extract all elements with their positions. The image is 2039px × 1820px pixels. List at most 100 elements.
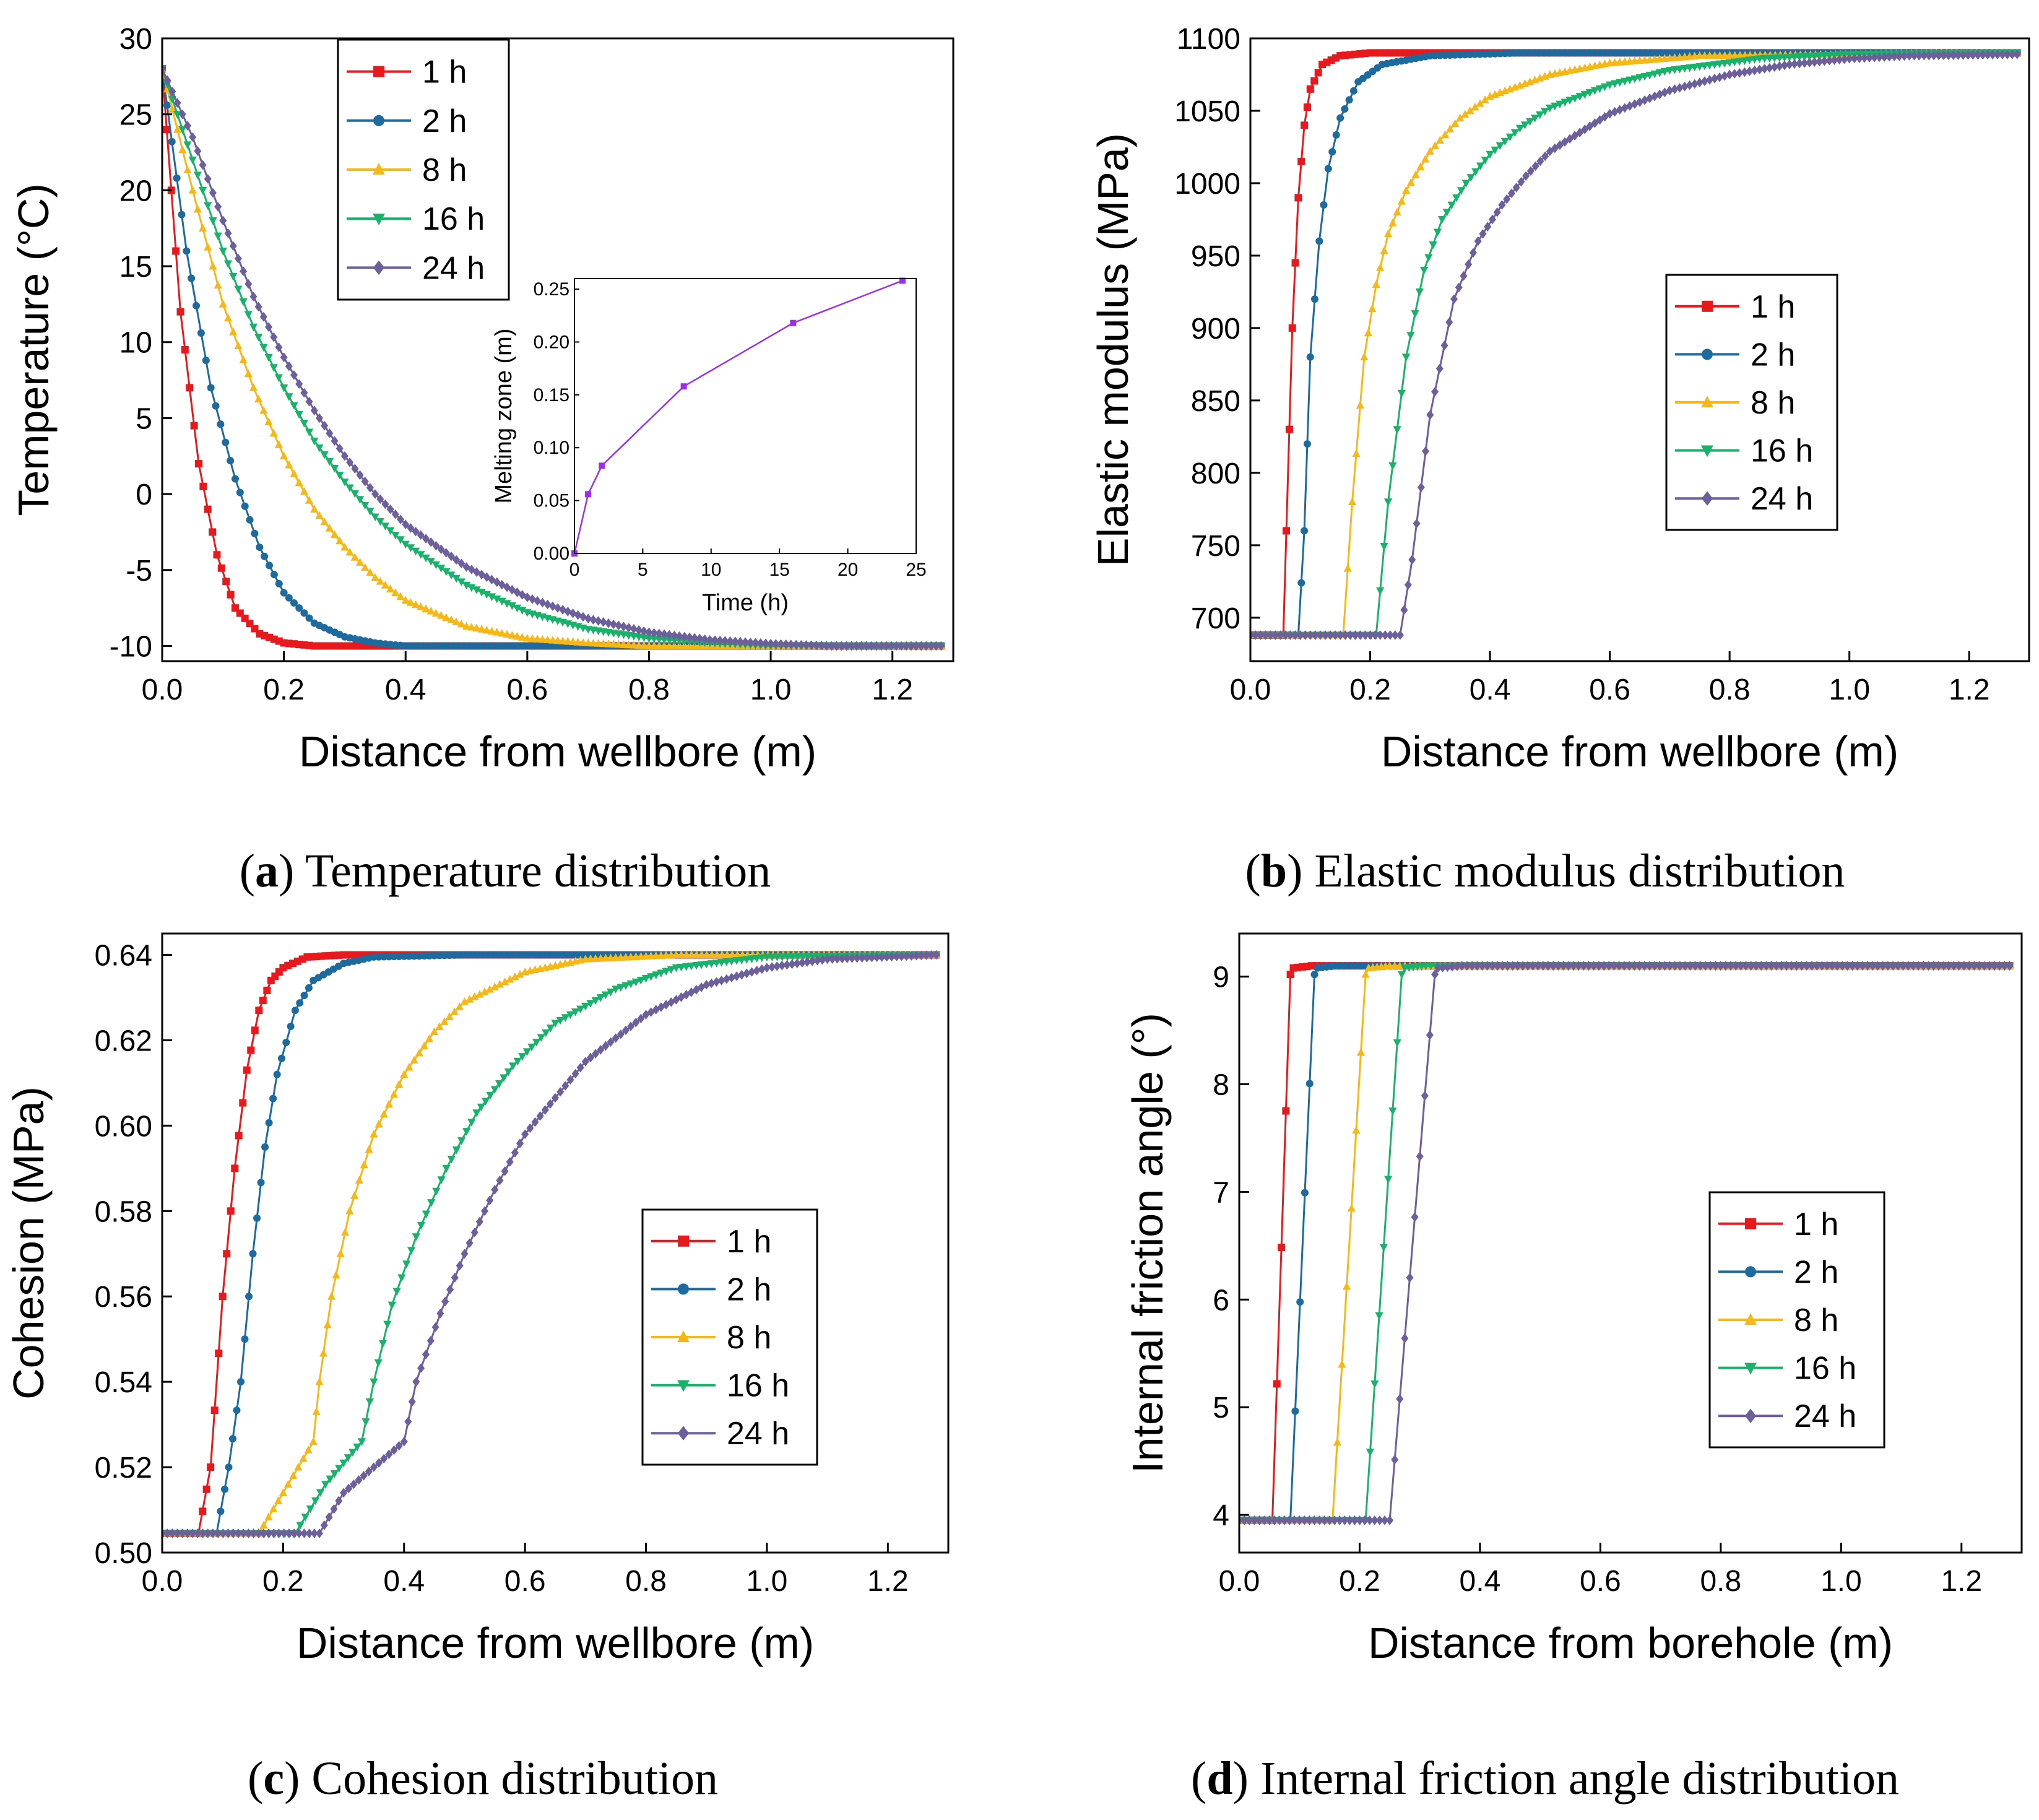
data-point-c-24-h-77 [541,1105,549,1115]
data-point-b-8-h-36 [1411,170,1420,178]
data-point-a-24-h-63 [478,570,486,579]
data-point-c-2-h-79 [537,951,545,959]
data-point-b-24-h-58 [1526,166,1535,176]
data-point-c-24-h-124 [778,960,786,971]
data-point-a-24-h-121 [772,639,780,649]
data-point-a-24-h-68 [503,582,511,592]
y-tick-label-b-5: 950 [1191,240,1240,273]
legend-label-a-8-h: 8 h [422,152,467,188]
data-point-b-24-h-35 [1417,482,1425,493]
data-point-c-8-h-65 [475,990,484,998]
data-point-c-16-h-38 [348,1449,357,1457]
data-point-a-8-h-35 [336,536,344,545]
data-point-a-8-h-36 [340,542,349,551]
data-point-b-16-h-59 [1531,115,1539,123]
data-point-b-8-h-30 [1383,229,1393,238]
data-point-a-16-h-24 [280,384,288,392]
legend-label-c-2-h: 2 h [727,1272,771,1307]
data-point-a-24-h-8 [199,160,207,170]
data-point-d-2-h-23 [1347,962,1355,970]
data-point-c-16-h-99 [641,975,651,983]
data-point-a-8-h-55 [436,610,446,619]
data-point-c-16-h-122 [758,954,766,963]
data-point-a-8-h-78 [553,636,562,644]
data-point-b-24-h-40 [1440,340,1448,350]
data-point-a-8-h-38 [350,553,359,561]
legend-entry-c-1-h: 1 h [651,1224,771,1260]
data-point-b-16-h-28 [1383,498,1393,506]
data-point-c-16-h-100 [647,973,656,981]
data-point-a-8-h-86 [594,639,603,647]
data-point-b-16-h-71 [1590,87,1600,95]
data-point-c-2-h-28 [282,1038,290,1046]
data-point-c-8-h-72 [511,972,519,981]
data-point-a-24-h-124 [787,639,795,649]
data-point-b-24-h-131 [1890,51,1898,62]
data-point-d-24-h-41 [1439,963,1447,973]
data-point-c-16-h-97 [631,978,640,987]
x-tick-label-c-1: 0.2 [262,1565,304,1598]
legend-entry-b-24-h: 24 h [1675,481,1813,517]
data-point-a-8-h-92 [625,640,633,649]
data-point-c-2-h-64 [461,951,469,959]
data-point-c-16-h-85 [571,1008,580,1016]
data-point-b-8-h-27 [1372,280,1380,288]
data-point-a-16-h-3 [173,111,182,119]
data-point-a-8-h-16 [239,355,248,363]
data-point-a-16-h-51 [417,551,425,559]
data-point-d-24-h-29 [1380,1515,1388,1525]
data-point-c-8-h-46 [379,1109,388,1118]
data-point-a-16-h-31 [315,444,324,453]
data-point-a-16-h-36 [340,479,349,487]
data-point-d-24-h-62 [1544,961,1552,971]
data-point-c-24-h-121 [763,963,771,973]
data-point-c-16-h-69 [495,1080,504,1088]
data-point-c-24-h-133 [823,954,831,964]
y-tick-label-b-8: 1100 [1177,23,1240,56]
data-point-a-24-h-120 [767,638,775,649]
data-point-d-24-h-81 [1640,961,1648,971]
data-point-a-24-h-150 [917,641,925,651]
inset-x-tick-label-1: 5 [638,560,648,580]
data-point-a-24-h-28 [300,388,308,398]
data-point-c-24-h-59 [451,1273,459,1283]
data-point-a-8-h-32 [320,517,329,526]
legend-entry-d-1-h: 1 h [1718,1207,1838,1242]
data-point-c-24-h-128 [798,958,806,968]
data-point-b-24-h-154 [2003,50,2011,59]
data-point-a-24-h-54 [432,540,440,551]
data-point-b-24-h-93 [1700,76,1708,87]
data-point-a-2-h-30 [305,614,313,622]
data-point-a-24-h-95 [640,626,648,636]
data-point-a-16-h-30 [310,437,319,446]
data-point-b-16-h-76 [1616,79,1624,87]
data-point-c-24-h-132 [818,955,826,965]
data-point-a-2-h-11 [212,402,220,410]
data-point-c-16-h-88 [586,1000,595,1008]
data-point-c-24-h-72 [516,1138,524,1148]
data-point-a-1-h-1 [163,126,171,134]
data-point-c-24-h-18 [249,1528,258,1538]
data-point-d-24-h-69 [1580,961,1588,971]
x-axis-label-c: Distance from wellbore (m) [297,1619,814,1667]
plot-area-c [162,950,941,1538]
data-point-a-8-h-62 [472,623,481,632]
data-point-c-16-h-87 [581,1002,590,1011]
data-point-b-16-h-112 [1795,53,1804,61]
data-point-b-16-h-79 [1630,75,1639,84]
data-point-d-24-h-113 [1803,961,1811,971]
data-point-d-16-h-27 [1370,1380,1379,1389]
data-point-b-16-h-44 [1457,187,1466,195]
data-point-c-24-h-120 [758,964,766,974]
data-point-b-16-h-99 [1730,58,1739,67]
data-point-c-24-h-6 [189,1528,197,1538]
plot-area-a [162,64,945,651]
data-point-c-8-h-43 [365,1145,373,1153]
data-point-b-24-h-85 [1661,87,1669,98]
data-point-c-8-h-35 [327,1292,336,1300]
y-tick-label-a-6: 20 [119,175,152,207]
legend-marker-c-16-h [677,1380,690,1392]
data-point-a-24-h-47 [397,514,405,524]
data-point-c-16-h-131 [803,953,812,961]
data-point-b-8-h-50 [1481,95,1489,103]
